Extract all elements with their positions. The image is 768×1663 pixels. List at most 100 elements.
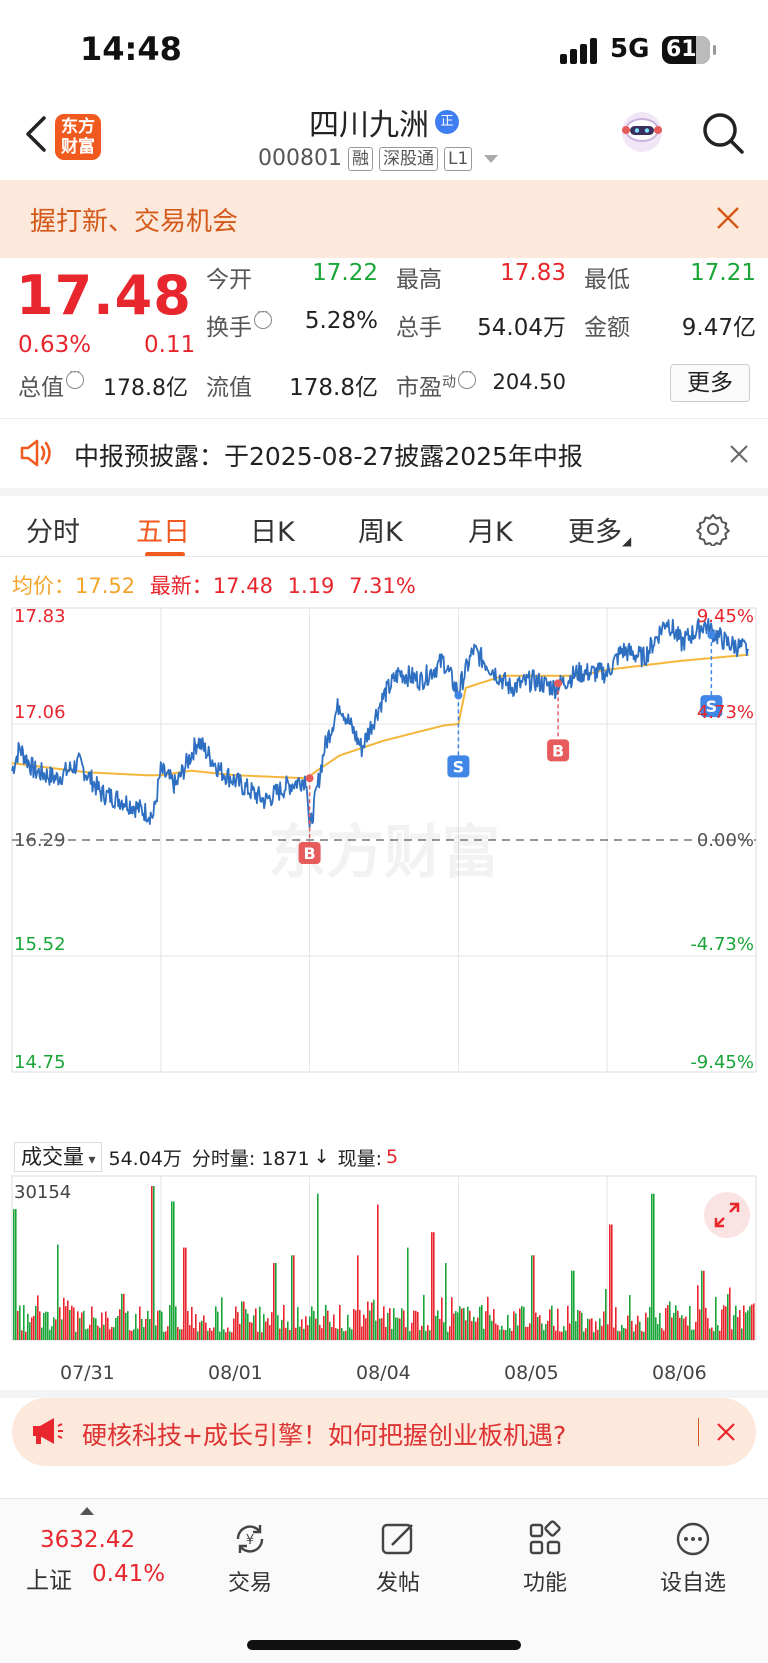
close-icon[interactable] [716, 1422, 736, 1442]
volume-bar [41, 1327, 43, 1340]
volume-bar [155, 1325, 157, 1340]
megaphone-icon [33, 1418, 63, 1444]
volume-bar [265, 1321, 267, 1340]
volume-bar [607, 1324, 609, 1340]
info-icon[interactable] [254, 305, 272, 329]
volume-bar [183, 1247, 185, 1340]
promo-banner[interactable]: 握打新、交易机会 [0, 180, 768, 258]
chevron-down-icon[interactable] [484, 154, 499, 163]
mktcap-label: 总值 [18, 365, 84, 402]
volume-chart[interactable]: 30154 [0, 1172, 768, 1348]
volume-bar [143, 1326, 145, 1340]
volume-bar [653, 1193, 655, 1340]
notice-bar[interactable]: 中报预披露：于2025-08-27披露2025年中报 [0, 418, 768, 488]
volume-bar [259, 1306, 261, 1340]
nav-add-watchlist[interactable]: 设自选 [643, 1519, 743, 1597]
tab-intraday[interactable]: 分时 [26, 517, 80, 548]
volume-bar [269, 1325, 271, 1340]
volume-bar [545, 1323, 547, 1340]
volume-bar [119, 1309, 121, 1340]
chevron-up-icon[interactable] [80, 1507, 94, 1515]
buy-marker [547, 739, 570, 762]
volume-bar [491, 1320, 493, 1340]
nav-apps[interactable]: 功能 [495, 1519, 595, 1597]
indicator-select[interactable]: 成交量 [14, 1142, 103, 1172]
volume-bar [461, 1308, 463, 1340]
nav-post[interactable]: 发帖 [348, 1519, 448, 1597]
y-axis-labels: 17.83 17.06 16.29 15.52 14.75 9.45% 4.73% 0.00%… [14, 606, 754, 1073]
quote-panel: 17.48 0.63% 0.11 今开 17.22 最高 17.83 最低 17… [0, 258, 768, 412]
volume-bar [99, 1327, 101, 1340]
now-volume-value: 5 [386, 1146, 399, 1168]
volume-bar [753, 1303, 755, 1340]
tab-more-label: 更多 [568, 517, 622, 548]
volume-bar [191, 1306, 193, 1340]
close-icon[interactable] [714, 204, 742, 232]
assistant-robot-icon[interactable] [618, 108, 666, 154]
volume-bar [233, 1318, 235, 1340]
volume-bar [157, 1310, 159, 1340]
volume-bar [595, 1321, 597, 1340]
volume-bar [103, 1324, 105, 1340]
tab-five-day[interactable]: 五日 [136, 517, 190, 548]
volume-bar [35, 1305, 37, 1340]
tab-monthly-k[interactable]: 月K [468, 517, 513, 548]
volume-bar [111, 1327, 113, 1340]
volume-bar [517, 1325, 519, 1340]
volume-bar [691, 1329, 693, 1340]
tab-daily-k[interactable]: 日K [250, 517, 295, 548]
index-change-pct[interactable]: 0.41% [92, 1561, 166, 1587]
volume-bar [453, 1313, 455, 1340]
volume-total: 54.04万 [108, 1147, 182, 1170]
volume-bar [287, 1321, 289, 1340]
volume-bar [419, 1330, 421, 1340]
volume-bar [589, 1319, 591, 1340]
nav-trade-label: 交易 [227, 1571, 272, 1596]
ad-banner[interactable]: 硬核科技+成长引擎！如何把握创业板机遇? [12, 1398, 756, 1466]
tab-more[interactable]: 更多◢ [568, 510, 631, 549]
more-button[interactable]: 更多 [670, 364, 750, 402]
volume-bar [249, 1321, 251, 1340]
volume-bar [701, 1270, 703, 1340]
tab-weekly-k[interactable]: 周K [358, 517, 403, 548]
info-icon[interactable] [458, 365, 476, 389]
volume-bar [193, 1328, 195, 1340]
app-logo[interactable]: 东方 财富 [55, 114, 101, 160]
index-name[interactable]: 上证 [26, 1568, 72, 1594]
info-icon[interactable] [66, 365, 84, 389]
volume-bar [499, 1329, 501, 1340]
chart-tabs: 分时 五日 日K 周K 月K 更多◢ [0, 488, 768, 558]
volume-bar [255, 1308, 257, 1340]
back-icon[interactable] [22, 114, 52, 154]
volume-bar [669, 1301, 671, 1340]
volume-bar [95, 1318, 97, 1340]
date-label: 08/06 [652, 1362, 707, 1384]
volume-bar [465, 1320, 467, 1340]
stock-code-row[interactable]: 000801 融 深股通 L1 [258, 146, 499, 171]
close-icon[interactable] [728, 443, 750, 465]
volume-bar [727, 1294, 729, 1340]
gear-icon[interactable] [696, 512, 730, 546]
volume-bar [667, 1305, 669, 1340]
amount-value: 9.47亿 [681, 315, 756, 341]
volume-bar [383, 1306, 385, 1340]
nav-trade[interactable]: ¥ 交易 [200, 1519, 300, 1597]
volume-bar [661, 1328, 663, 1340]
volume-bar [571, 1270, 573, 1340]
volume-bar [475, 1321, 477, 1340]
volume-bar [27, 1313, 29, 1340]
volume-bar [83, 1310, 85, 1340]
volume-bar [237, 1312, 239, 1340]
volume-bar [261, 1332, 263, 1340]
expand-icon[interactable] [704, 1192, 750, 1238]
volume-bar [13, 1209, 15, 1340]
volume-bar [239, 1323, 241, 1340]
volume-header: 成交量 54.04万 分时量: 1871 ↓ 现量: 5 [14, 1142, 398, 1172]
bottom-nav: 3632.42 上证 0.41% ¥ 交易 发帖 功能 设自选 [0, 1498, 768, 1663]
nav-apps-label: 功能 [522, 1571, 567, 1596]
search-icon[interactable] [700, 110, 746, 156]
index-value[interactable]: 3632.42 [40, 1527, 136, 1553]
volume-bar [577, 1309, 579, 1340]
ad-text: 硬核科技+成长引擎！如何把握创业板机遇? [82, 1421, 567, 1450]
